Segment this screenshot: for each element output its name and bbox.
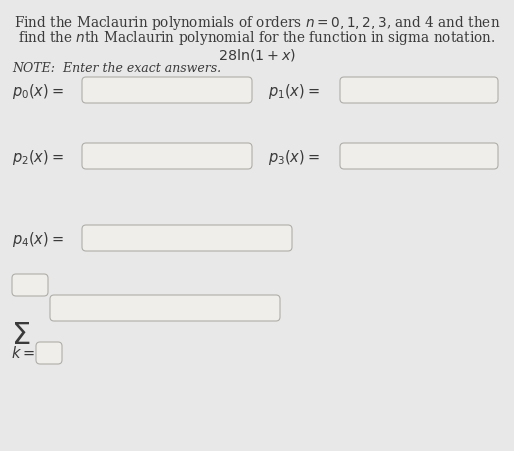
Text: $\Sigma$: $\Sigma$ <box>11 319 30 350</box>
FancyBboxPatch shape <box>36 342 62 364</box>
Text: $k =$: $k =$ <box>11 344 35 360</box>
Text: $p_3(x) =$: $p_3(x) =$ <box>268 147 320 166</box>
FancyBboxPatch shape <box>82 78 252 104</box>
FancyBboxPatch shape <box>340 78 498 104</box>
Text: $28\ln(1 + x)$: $28\ln(1 + x)$ <box>218 47 296 63</box>
FancyBboxPatch shape <box>340 144 498 170</box>
FancyBboxPatch shape <box>12 274 48 296</box>
FancyBboxPatch shape <box>50 295 280 321</box>
Text: $p_4(x) =$: $p_4(x) =$ <box>12 230 64 249</box>
Text: NOTE:  Enter the exact answers.: NOTE: Enter the exact answers. <box>12 62 221 75</box>
FancyBboxPatch shape <box>82 144 252 170</box>
Text: $p_2(x) =$: $p_2(x) =$ <box>12 147 64 166</box>
Text: find the $n$th Maclaurin polynomial for the function in sigma notation.: find the $n$th Maclaurin polynomial for … <box>19 29 495 47</box>
Text: $p_0(x) =$: $p_0(x) =$ <box>12 82 64 101</box>
FancyBboxPatch shape <box>82 226 292 252</box>
Text: $p_1(x) =$: $p_1(x) =$ <box>268 82 320 101</box>
Text: Find the Maclaurin polynomials of orders $n = 0, 1, 2, 3$, and 4 and then: Find the Maclaurin polynomials of orders… <box>14 14 500 32</box>
